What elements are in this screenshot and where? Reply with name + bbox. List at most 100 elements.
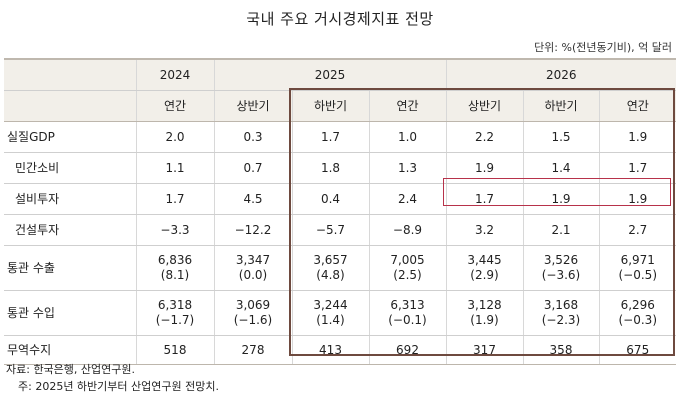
cell: 6,313 (−0.1)	[368, 290, 446, 336]
cell: 3,069 (−1.6)	[213, 290, 292, 336]
cell: 6,971 (−0.5)	[598, 245, 677, 291]
table-row: 통관 수입 6,318 (−1.7) 3,069 (−1.6) 3,244 (1.4)…	[4, 290, 677, 336]
row-label: 무역수지	[4, 335, 136, 365]
cell: 1.0	[368, 121, 446, 153]
period-header: 상반기	[213, 90, 292, 122]
row-label: 건설투자	[4, 214, 136, 246]
cell: 6,318 (−1.7)	[135, 290, 214, 336]
table-row: 무역수지 518 278 413 692 317 358 675	[4, 335, 677, 365]
period-header: 상반기	[445, 90, 523, 122]
cell: 7,005 (2.5)	[368, 245, 446, 291]
cell: 3,347 (0.0)	[213, 245, 292, 291]
cell-change: (1.9)	[470, 313, 499, 327]
cell-value: 6,971	[620, 253, 655, 267]
cell-change: (−2.3)	[541, 313, 581, 327]
cell: 518	[135, 335, 214, 365]
cell: 3,526 (−3.6)	[522, 245, 599, 291]
macro-forecast-table: 2024 2025 2026 연간 상반기 하반기 연간 상반기 하반기 연간 …	[4, 58, 677, 365]
cell: 2.2	[445, 121, 523, 153]
cell: 6,836 (8.1)	[135, 245, 214, 291]
corner-cell	[4, 58, 136, 91]
cell-value: 6,296	[620, 298, 655, 312]
cell: 1.8	[291, 152, 369, 184]
corner-cell	[4, 90, 136, 122]
cell: 1.7	[598, 152, 677, 184]
cell: 278	[213, 335, 292, 365]
cell: 4.5	[213, 183, 292, 215]
row-label: 실질GDP	[4, 121, 136, 153]
period-header: 하반기	[291, 90, 369, 122]
year-2026: 2026	[445, 58, 677, 91]
cell-change: (−0.3)	[618, 313, 658, 327]
cell-change: (4.8)	[316, 268, 345, 282]
row-label: 통관 수입	[4, 290, 136, 336]
cell: 2.7	[598, 214, 677, 246]
cell: 3.2	[445, 214, 523, 246]
cell-value: 3,128	[467, 298, 502, 312]
cell: 675	[598, 335, 677, 365]
table-row: 실질GDP 2.0 0.3 1.7 1.0 2.2 1.5 1.9	[4, 121, 677, 153]
cell: 1.9	[598, 183, 677, 215]
unit-note: 단위: %(전년동기비), 억 달러	[534, 41, 672, 54]
cell: 692	[368, 335, 446, 365]
cell: 0.7	[213, 152, 292, 184]
cell-change: (−1.7)	[155, 313, 195, 327]
cell-value: 3,526	[543, 253, 579, 267]
cell-change: (0.0)	[238, 268, 268, 282]
cell-value: 3,244	[313, 298, 348, 312]
cell: −5.7	[291, 214, 369, 246]
cell-change: (2.5)	[393, 268, 422, 282]
cell-value: 3,069	[235, 298, 271, 312]
cell-value: 6,318	[157, 298, 193, 312]
period-header: 연간	[135, 90, 214, 122]
source-note: 자료: 한국은행, 산업연구원.	[6, 363, 136, 376]
cell: 1.9	[522, 183, 599, 215]
cell: 3,128 (1.9)	[445, 290, 523, 336]
cell: 3,445 (2.9)	[445, 245, 523, 291]
table-row: 통관 수출 6,836 (8.1) 3,347 (0.0) 3,657 (4.8) 7…	[4, 245, 677, 291]
cell-value: 3,168	[543, 298, 579, 312]
cell-change: (8.1)	[160, 268, 190, 282]
period-header-row: 연간 상반기 하반기 연간 상반기 하반기 연간	[4, 90, 677, 122]
cell-value: 6,313	[390, 298, 425, 312]
cell: 2.0	[135, 121, 214, 153]
cell-change: (2.9)	[470, 268, 499, 282]
table-row: 설비투자 1.7 4.5 0.4 2.4 1.7 1.9 1.9	[4, 183, 677, 215]
cell-change: (−0.5)	[618, 268, 658, 282]
cell: 3,657 (4.8)	[291, 245, 369, 291]
cell: 3,244 (1.4)	[291, 290, 369, 336]
cell: −3.3	[135, 214, 214, 246]
cell-change: (−3.6)	[541, 268, 581, 282]
cell-value: 3,657	[313, 253, 348, 267]
cell-value: 6,836	[157, 253, 193, 267]
row-label: 민간소비	[4, 152, 136, 184]
cell: 1.7	[135, 183, 214, 215]
year-2024: 2024	[135, 58, 214, 91]
cell-value: 3,445	[467, 253, 502, 267]
year-header-row: 2024 2025 2026	[4, 58, 677, 91]
table-row: 민간소비 1.1 0.7 1.8 1.3 1.9 1.4 1.7	[4, 152, 677, 184]
cell: 317	[445, 335, 523, 365]
cell: 1.5	[522, 121, 599, 153]
cell: 1.9	[598, 121, 677, 153]
table-row: 건설투자 −3.3 −12.2 −5.7 −8.9 3.2 2.1 2.7	[4, 214, 677, 246]
cell: 2.4	[368, 183, 446, 215]
cell: 2.1	[522, 214, 599, 246]
footnote: 주: 2025년 하반기부터 산업연구원 전망치.	[18, 380, 219, 393]
cell: 1.9	[445, 152, 523, 184]
period-header: 연간	[598, 90, 677, 122]
cell: 1.7	[291, 121, 369, 153]
cell: 3,168 (−2.3)	[522, 290, 599, 336]
cell: −8.9	[368, 214, 446, 246]
cell: −12.2	[213, 214, 292, 246]
cell-value: 7,005	[390, 253, 425, 267]
year-2025: 2025	[213, 58, 446, 91]
table-title: 국내 주요 거시경제지표 전망	[246, 10, 434, 28]
cell: 0.3	[213, 121, 292, 153]
cell: 1.7	[445, 183, 523, 215]
cell-value: 3,347	[235, 253, 271, 267]
cell: 1.4	[522, 152, 599, 184]
cell: 413	[291, 335, 369, 365]
period-header: 하반기	[522, 90, 599, 122]
cell-change: (−1.6)	[233, 313, 273, 327]
